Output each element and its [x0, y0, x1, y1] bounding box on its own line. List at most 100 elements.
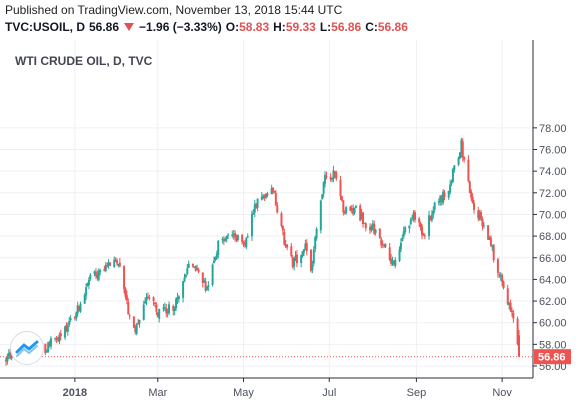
price-tick-label: 68.00: [539, 231, 567, 243]
candle-body: [404, 227, 407, 233]
candle-body: [69, 318, 72, 320]
candle-body: [162, 307, 165, 309]
candle-body: [65, 325, 68, 332]
candle-body: [132, 316, 135, 328]
candle-body: [401, 238, 404, 242]
candle-body: [349, 206, 352, 211]
candle-body: [384, 244, 387, 247]
candle-body: [227, 234, 230, 236]
candle-body: [182, 281, 185, 298]
candle-body: [412, 212, 415, 219]
candle-body: [429, 216, 432, 220]
price-tick-label: 78.00: [539, 123, 567, 135]
open-label: O:: [225, 20, 240, 34]
candle-body: [433, 202, 436, 210]
candle-body: [353, 207, 356, 214]
candle-body: [391, 260, 394, 263]
candle-body: [284, 244, 287, 247]
candle-body: [96, 275, 99, 278]
candle-body: [442, 191, 445, 204]
candle-body: [245, 237, 248, 247]
candle-body: [354, 206, 357, 208]
candle-body: [312, 249, 315, 264]
candle-body: [315, 228, 318, 239]
candle-body: [273, 191, 276, 193]
candle-body: [489, 237, 492, 246]
candle-body: [311, 265, 314, 271]
time-tick-label: Mar: [148, 387, 167, 399]
candle-body: [97, 270, 100, 280]
candle-body: [135, 324, 138, 334]
candle-body: [207, 285, 210, 287]
candle-body: [321, 194, 324, 200]
candle-body: [409, 219, 412, 225]
candle-body: [187, 263, 190, 268]
symbol-quote-line: TVC:USOIL, D 56.86 −1.96 (−3.33%) O:58.83 H:…: [5, 20, 408, 34]
candle-body: [496, 259, 499, 274]
candle-body: [106, 266, 109, 268]
down-triangle-icon: [124, 23, 135, 31]
price-axis[interactable]: 56.0058.0060.0062.0064.0066.0068.0070.00…: [533, 123, 567, 373]
candle-body: [408, 225, 411, 229]
candle-body: [9, 352, 12, 359]
close-label: C:: [365, 20, 378, 34]
candle-body: [44, 343, 47, 354]
candle-body: [252, 212, 255, 214]
time-axis[interactable]: 2018 Mar May Jul Sep Nov: [63, 378, 513, 399]
candle-body: [175, 298, 178, 309]
candle-body: [380, 239, 383, 246]
candle-body: [263, 195, 266, 198]
candle-body: [87, 279, 90, 286]
candle-body: [156, 312, 159, 318]
candle-body: [272, 187, 275, 191]
candle-body: [145, 297, 148, 301]
candle-body: [461, 141, 464, 158]
candle-body: [319, 200, 322, 231]
candle-body: [487, 225, 490, 240]
candle-body: [205, 286, 208, 290]
candle-body: [364, 223, 367, 228]
candles: [5, 137, 520, 366]
candle-body: [332, 170, 335, 179]
candle-body: [498, 274, 501, 276]
candle-body: [201, 272, 204, 284]
candle-body: [480, 211, 483, 218]
chart-legend-title: WTI CRUDE OIL, D, TVC: [15, 54, 153, 68]
candle-body: [492, 244, 495, 261]
candle-body: [68, 321, 71, 325]
candle-body: [295, 254, 298, 264]
candle-body: [89, 274, 92, 280]
candle-body: [324, 174, 327, 184]
candle-body: [253, 204, 256, 213]
candle-body: [127, 302, 130, 315]
candle-body: [6, 356, 9, 362]
time-tick-label: Jul: [322, 387, 336, 399]
candle-body: [450, 181, 453, 184]
candle-body: [144, 301, 147, 304]
tradingview-logo[interactable]: [10, 331, 44, 365]
candle-body: [142, 304, 145, 320]
candle-body: [262, 195, 265, 199]
candle-body: [506, 288, 509, 305]
candle-body: [73, 317, 76, 319]
candle-body: [488, 237, 491, 240]
candle-body: [204, 281, 207, 291]
candle-body: [137, 323, 140, 325]
candle-body: [54, 338, 57, 340]
last-price-tag: 56.86: [534, 349, 571, 365]
candle-body: [286, 244, 289, 248]
candle-body: [447, 191, 450, 198]
candle-body: [124, 288, 127, 297]
candle-body: [109, 262, 112, 266]
candle-body: [256, 198, 259, 208]
candle-body: [281, 226, 284, 231]
candle-body: [294, 255, 297, 258]
candle-body: [148, 297, 151, 299]
candle-body: [457, 157, 460, 165]
candle-body: [342, 200, 345, 213]
candle-body: [512, 312, 515, 319]
candle-body: [146, 296, 149, 298]
candle-body: [113, 259, 116, 267]
price-tick-label: 58.00: [539, 339, 567, 351]
